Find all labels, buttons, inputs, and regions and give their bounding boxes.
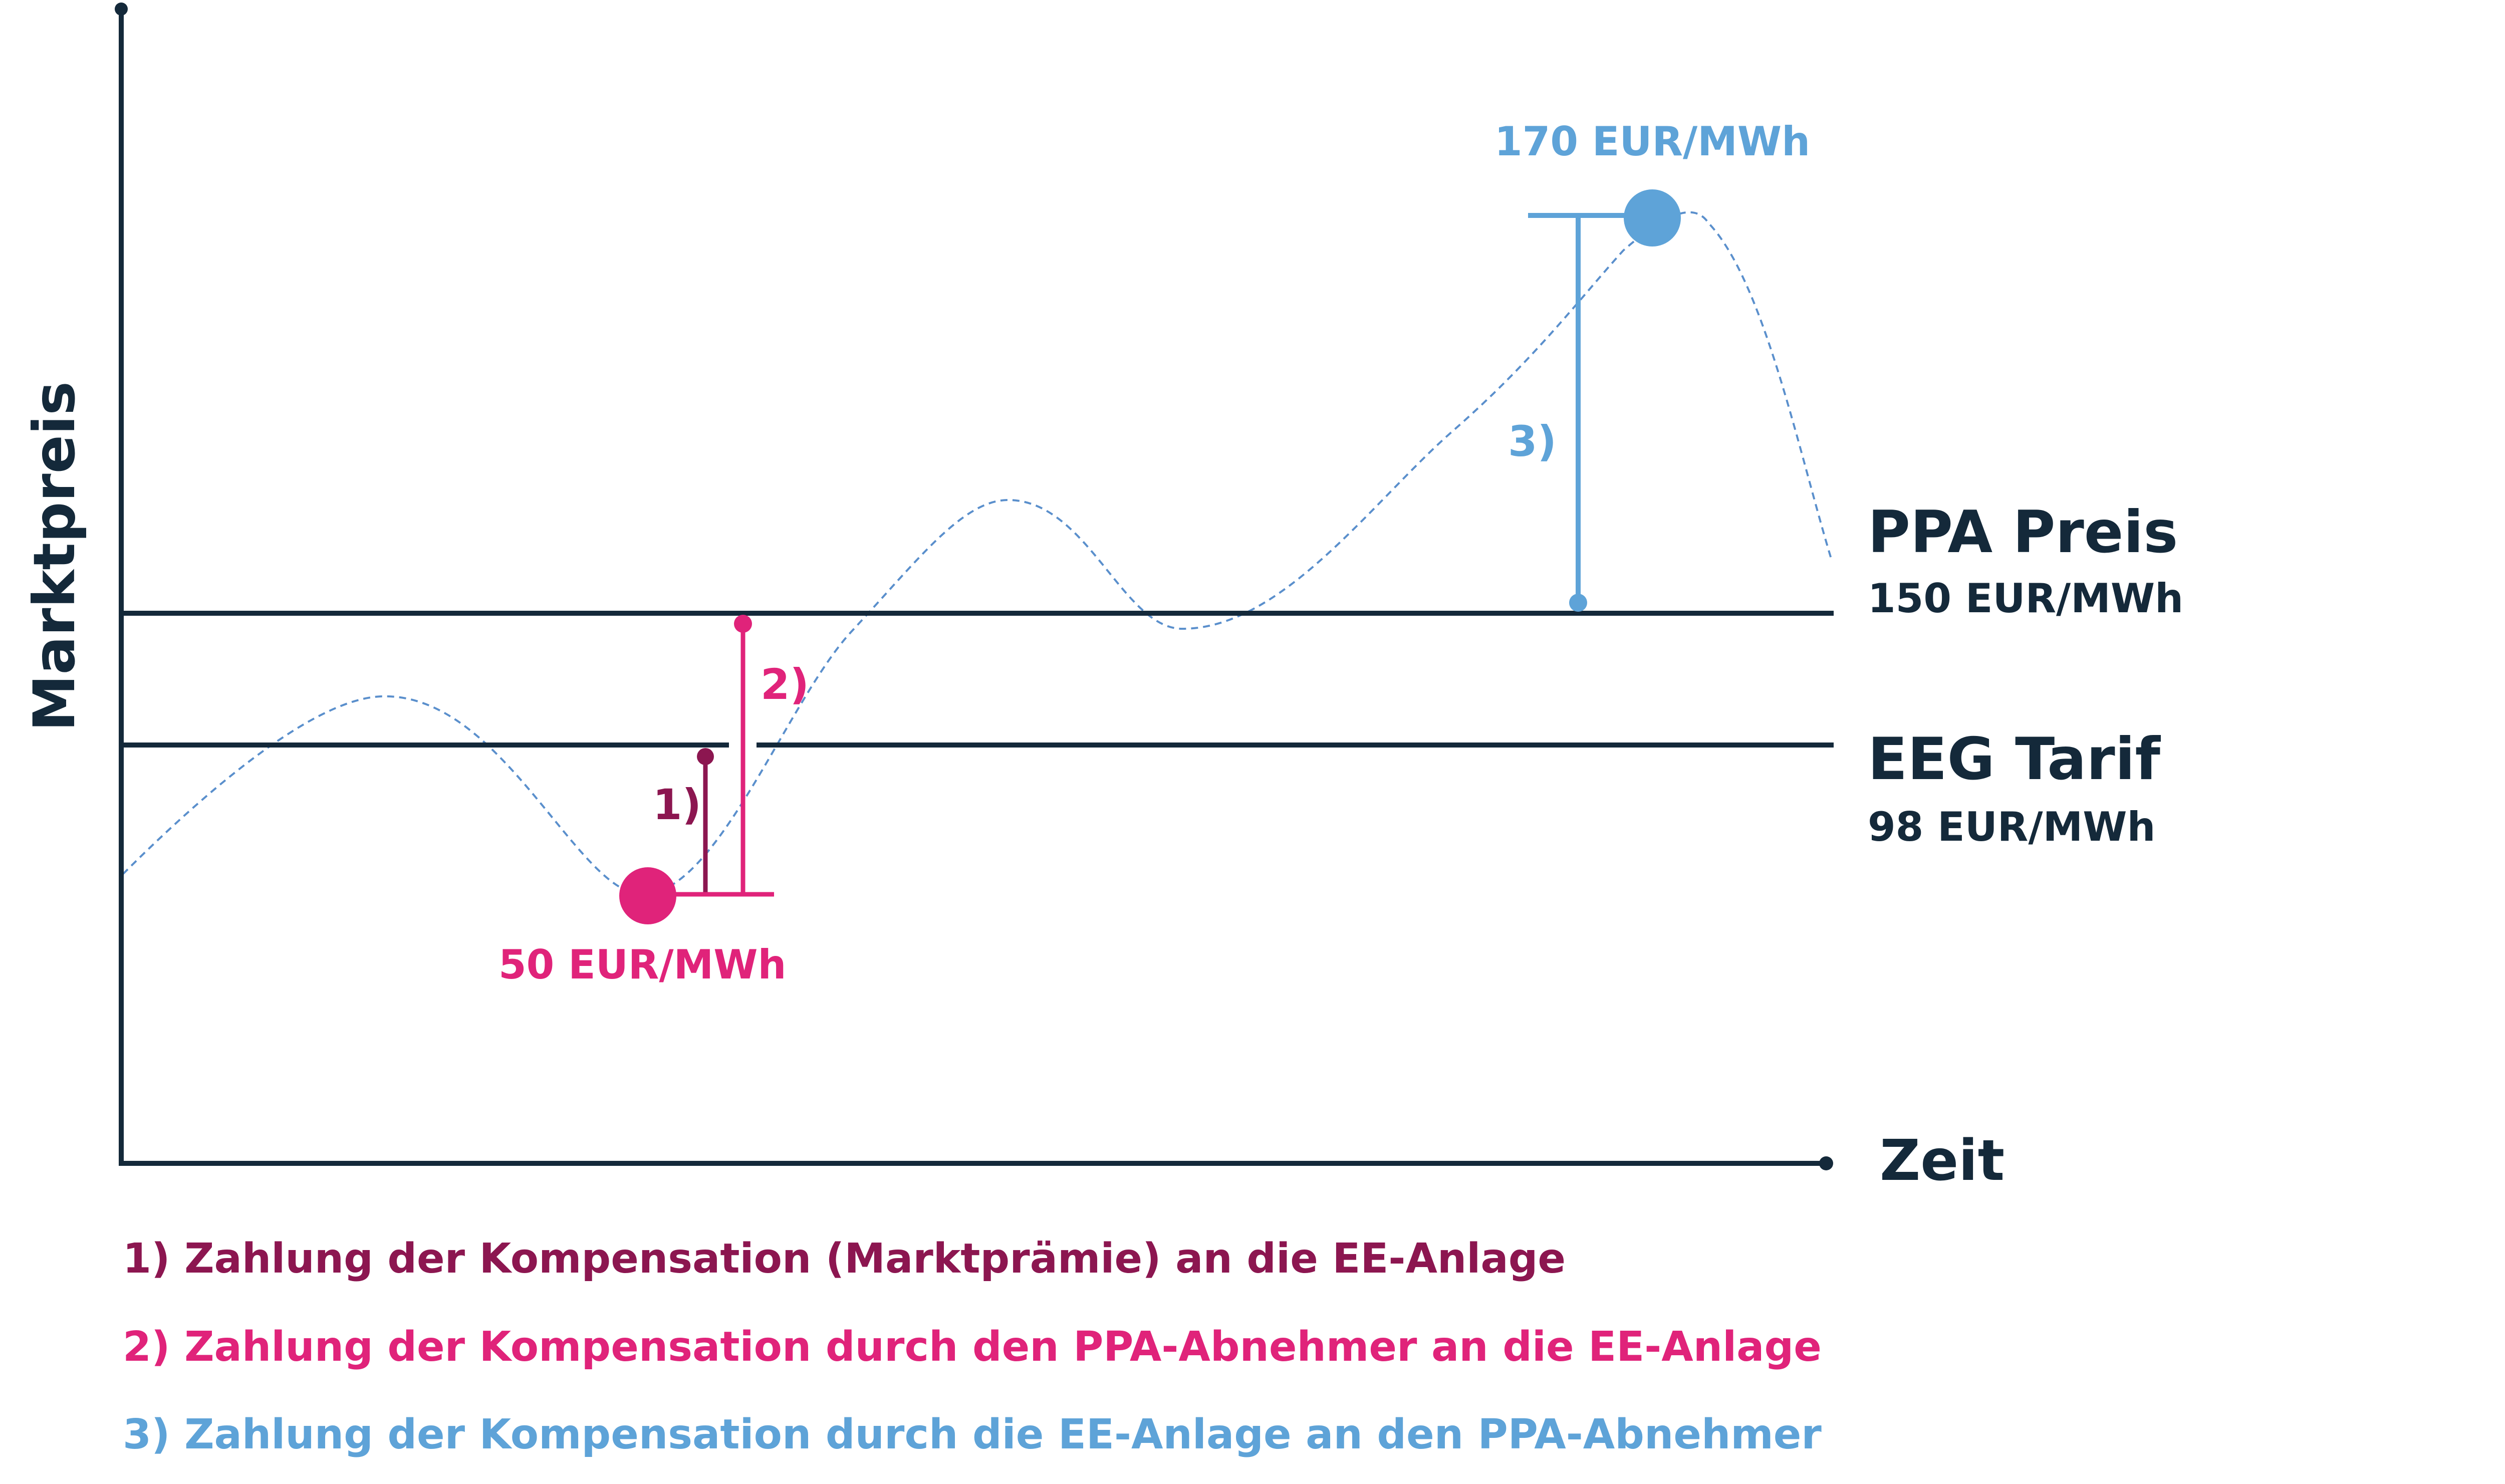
marker-3-label: 3) <box>1508 417 1557 466</box>
x-axis-end-dot <box>1819 1156 1833 1170</box>
ppa-price-value: 150 EUR/MWh <box>1868 575 2183 622</box>
y-axis-label: Marktpreis <box>21 381 88 731</box>
eeg-tariff-value: 98 EUR/MWh <box>1868 804 2155 850</box>
marker-2-dot <box>734 615 752 633</box>
low-price-label: 50 EUR/MWh <box>498 941 786 988</box>
x-axis-label: Zeit <box>1880 1128 2005 1193</box>
high-price-label: 170 EUR/MWh <box>1494 118 1810 165</box>
y-axis-end-dot <box>115 3 128 16</box>
marker-1-dot <box>697 748 714 765</box>
ppa-price-title: PPA Preis <box>1868 499 2178 566</box>
legend-item-3: 3) Zahlung der Kompensation durch die EE… <box>123 1411 1822 1458</box>
low-price-point <box>619 867 676 924</box>
eeg-tariff-title: EEG Tarif <box>1868 725 2161 793</box>
market-price-curve <box>122 211 1832 896</box>
legend-item-1: 1) Zahlung der Kompensation (Marktprämie… <box>123 1235 1566 1283</box>
marker-1-label: 1) <box>653 780 701 829</box>
high-price-point <box>1624 189 1681 246</box>
marker-2-label: 2) <box>761 660 809 709</box>
legend-item-2: 2) Zahlung der Kompensation durch den PP… <box>123 1323 1822 1371</box>
marker-3-dot <box>1569 594 1587 612</box>
